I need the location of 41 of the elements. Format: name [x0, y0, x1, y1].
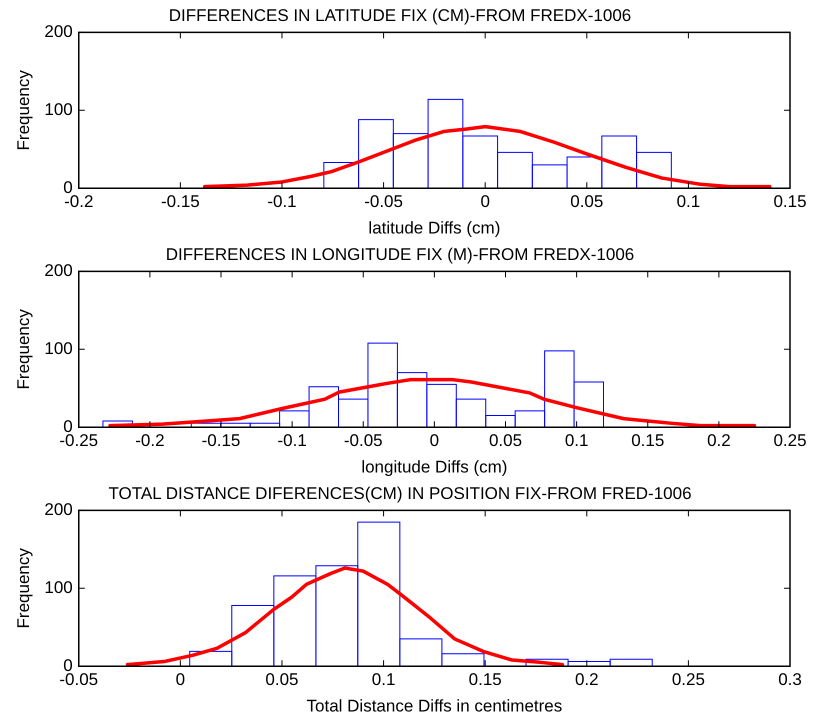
x-tick-label: 0.05 [488, 431, 522, 450]
x-tick-label: 0.2 [707, 431, 731, 450]
y-axis-title: Frequency [14, 548, 33, 628]
x-tick-label: -0.05 [59, 670, 98, 690]
chart-title: DIFFERENCES IN LATITUDE FIX (CM)-FROM FREDX-1006 [168, 6, 632, 25]
chart-title: DIFFERENCES IN LONGITUDE FIX (M)-FROM FREDX-1006 [166, 244, 634, 264]
x-tick-label: 0.15 [468, 670, 502, 690]
x-tick-label: -0.1 [267, 192, 297, 212]
x-tick-label: -0.25 [59, 431, 98, 450]
x-tick-label: 0.25 [672, 670, 705, 690]
x-tick-label: 0.25 [773, 431, 807, 450]
y-tick-label: 200 [44, 261, 73, 280]
x-tick-label: 0.1 [676, 192, 700, 212]
y-tick-label: 200 [44, 22, 73, 42]
x-axis-title: longitude Diffs (cm) [361, 457, 508, 476]
x-tick-label: 0.15 [631, 431, 664, 450]
x-tick-label: 0.1 [564, 431, 588, 450]
x-tick-label: -0.05 [344, 431, 383, 450]
y-axis-title: Frequency [14, 308, 33, 390]
x-tick-label: 0 [480, 192, 490, 212]
x-tick-label: -0.05 [364, 192, 403, 212]
y-tick-label: 100 [44, 578, 73, 597]
x-tick-label: 0.05 [570, 192, 604, 212]
x-tick-label: 0.15 [773, 192, 807, 212]
x-tick-label: -0.15 [160, 192, 200, 212]
y-axis-title: Frequency [14, 70, 33, 150]
y-tick-label: 200 [44, 500, 73, 520]
x-axis-title: Total Distance Diffs in centimetres [306, 696, 562, 716]
x-tick-label: -0.2 [135, 431, 165, 450]
x-tick-label: -0.1 [277, 431, 307, 450]
x-tick-label: 0.05 [265, 670, 299, 690]
x-tick-label: 0.1 [372, 670, 396, 690]
x-tick-label: 0 [430, 431, 440, 450]
y-tick-label: 100 [44, 100, 73, 119]
x-axis-title: latitude Diffs (cm) [368, 218, 500, 238]
x-tick-label: 0.3 [778, 670, 802, 690]
x-tick-label: 0.2 [574, 670, 599, 690]
x-tick-label: 0 [176, 670, 186, 690]
chart-title: TOTAL DISTANCE DIFERENCES(CM) IN POSITION FIX-FROM FRED-1006 [108, 484, 692, 503]
y-tick-label: 100 [44, 338, 73, 358]
x-tick-label: -0.15 [202, 431, 240, 450]
